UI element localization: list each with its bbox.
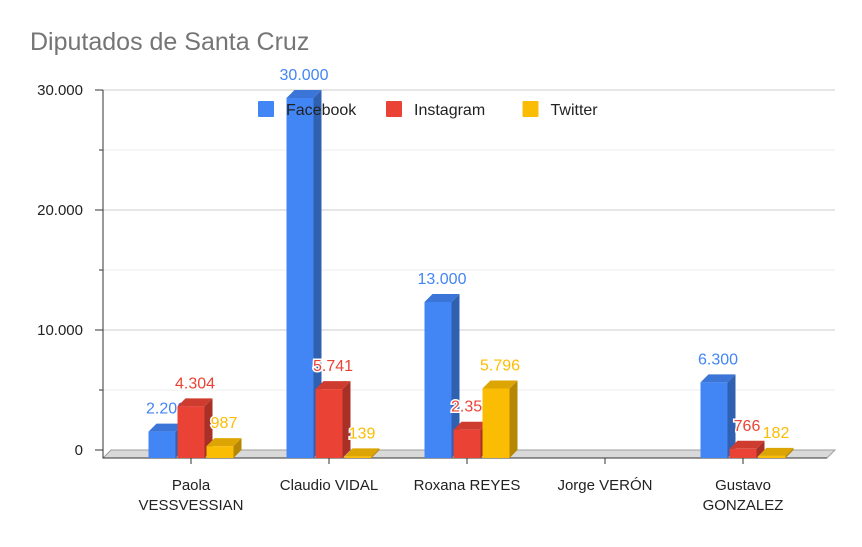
bar-top <box>344 448 380 457</box>
bar-side <box>509 380 518 458</box>
bar-top <box>453 421 489 430</box>
chart-title: Diputados de Santa Cruz <box>30 28 310 56</box>
bar-top <box>315 381 351 390</box>
bar-side <box>233 438 242 458</box>
bar-top <box>700 374 736 383</box>
bar-side <box>451 294 460 458</box>
bar[interactable] <box>758 455 786 458</box>
bar-top <box>177 398 213 407</box>
legend-label: Twitter <box>551 102 599 119</box>
bar-top <box>148 423 184 432</box>
legend-label: Instagram <box>414 102 485 119</box>
bar-top <box>424 294 460 302</box>
bar-side <box>342 381 351 458</box>
x-tick-label: GONZALEZ <box>703 497 784 514</box>
bar[interactable] <box>206 446 234 458</box>
data-label: 766 <box>734 418 761 435</box>
bar-side <box>313 90 322 458</box>
y-tick-label: 30.000 <box>37 82 83 99</box>
data-label: 30.000 <box>280 67 329 84</box>
legend-swatch <box>386 101 402 117</box>
bar-top <box>286 90 322 98</box>
data-label: 6.300 <box>698 351 738 368</box>
bar[interactable] <box>482 388 510 458</box>
bar-side <box>727 374 736 458</box>
bar-side <box>756 440 765 458</box>
bar[interactable] <box>286 98 314 458</box>
bar-top <box>758 447 794 456</box>
data-label: 2.356 <box>451 399 491 416</box>
bar-top <box>206 438 242 447</box>
y-tick-label: 10.000 <box>37 322 83 339</box>
x-tick-label: VESSVESSIAN <box>138 497 243 514</box>
y-tick-label: 20.000 <box>37 202 83 219</box>
legend-label: Facebook <box>286 102 357 119</box>
bar[interactable] <box>344 456 372 458</box>
data-label: 987 <box>211 415 238 432</box>
x-tick-label: Paola <box>172 477 211 494</box>
legend-swatch <box>258 101 274 117</box>
bar[interactable] <box>700 382 728 458</box>
data-label: 13.000 <box>418 271 467 288</box>
bar[interactable] <box>177 406 205 458</box>
bar-top <box>482 380 518 389</box>
bar[interactable] <box>148 431 176 458</box>
bar-side <box>785 447 794 458</box>
data-label: 5.796 <box>480 357 520 374</box>
bar-top <box>729 440 765 449</box>
data-label: 4.304 <box>175 375 215 392</box>
legend-swatch <box>522 101 539 117</box>
bar[interactable] <box>424 302 452 458</box>
bar[interactable] <box>729 448 757 458</box>
x-tick-label: Claudio VIDAL <box>280 477 378 494</box>
y-tick-label: 0 <box>75 442 83 459</box>
data-label: 139 <box>349 425 376 442</box>
data-label: 182 <box>763 425 790 442</box>
x-tick-label: Gustavo <box>715 477 771 494</box>
bar-side <box>371 448 380 458</box>
bar[interactable] <box>453 429 481 458</box>
x-tick-label: Jorge VERÓN <box>557 477 652 494</box>
bar[interactable] <box>315 389 343 458</box>
data-label: 2.200 <box>146 401 186 418</box>
x-tick-label: Roxana REYES <box>414 477 521 494</box>
data-label: 5.741 <box>313 358 353 375</box>
